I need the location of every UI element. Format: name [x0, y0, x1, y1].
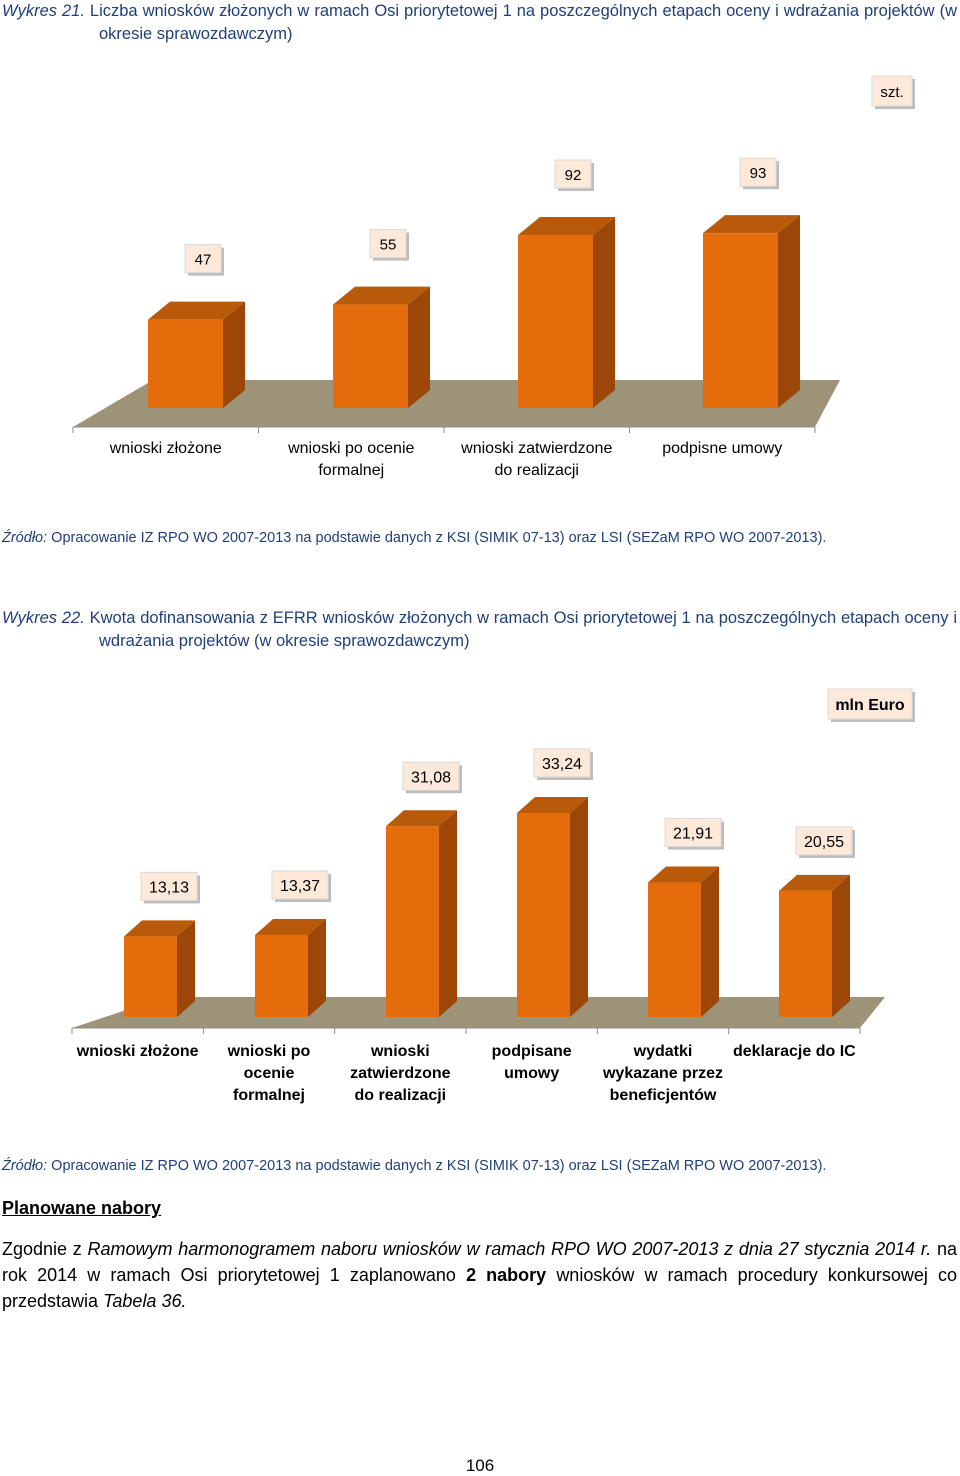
- data-label: 13,13: [149, 879, 189, 896]
- bar: [148, 319, 223, 408]
- category-label: wnioski po: [227, 1043, 311, 1060]
- unit-label-box: [871, 75, 913, 107]
- category-label: podpisne umowy: [662, 440, 782, 457]
- bar-top: [703, 215, 800, 234]
- chart2-caption: Wykres 22. Kwota dofinansowania z EFRR w…: [2, 607, 957, 653]
- section-heading: Planowane nabory: [2, 1198, 162, 1218]
- bar-top: [518, 217, 615, 236]
- category-label: formalnej: [233, 1087, 305, 1104]
- bar-side: [778, 215, 800, 408]
- para-part-2: Ramowym harmonogramem naboru wniosków w …: [87, 1239, 932, 1259]
- data-label: 21,91: [673, 826, 713, 843]
- bar-top: [386, 810, 457, 827]
- bar-top: [779, 874, 850, 891]
- chart2-caption-lead: Wykres 22.: [2, 609, 85, 627]
- chart1-source-text: Opracowanie IZ RPO WO 2007-2013 na podst…: [51, 530, 827, 546]
- category-label: deklaracje do IC: [733, 1043, 856, 1060]
- category-label: do realizacji: [355, 1087, 447, 1104]
- bar-side: [439, 810, 457, 1017]
- data-label: 13,37: [280, 878, 320, 895]
- chart1-source: Źródło: Opracowanie IZ RPO WO 2007-2013 …: [2, 530, 957, 546]
- bar: [703, 233, 778, 408]
- data-label: 47: [195, 252, 212, 269]
- bar-top: [517, 797, 588, 813]
- data-label: 31,08: [411, 769, 451, 786]
- category-label: beneficjentów: [610, 1087, 717, 1104]
- category-label: ocenie: [244, 1065, 295, 1082]
- bar: [779, 890, 832, 1017]
- data-label-box: [533, 748, 591, 778]
- bar-side: [308, 918, 326, 1017]
- unit-label: szt.: [880, 84, 903, 101]
- bar-top: [124, 920, 195, 937]
- data-label-box: [664, 818, 722, 848]
- chart2: 13,13 wnioski złożone 13,37 wnioski po oceni…: [71, 688, 915, 1104]
- category-label: wnioski złożone: [109, 440, 222, 457]
- section-paragraph: Zgodnie z Ramowym harmonogramem naboru w…: [2, 1236, 957, 1314]
- bar-top: [255, 918, 326, 935]
- chart1-caption-text: Liczba wniosków złożonych w ramach Osi p…: [89, 2, 957, 43]
- chart1: 47 wnioski złożone 55 wnioski po ocenie form…: [72, 75, 915, 479]
- bar: [386, 826, 439, 1017]
- category-label: zatwierdzone: [350, 1065, 451, 1082]
- bar: [517, 813, 570, 1017]
- bar-side: [701, 866, 719, 1017]
- unit-label: mln Euro: [835, 697, 905, 714]
- para-part-5: wniosków w ramach procedury konkursowej …: [2, 1265, 957, 1311]
- bar-side: [223, 301, 245, 408]
- data-label-box: [402, 761, 460, 791]
- data-label: 55: [380, 237, 397, 254]
- data-label-box: [554, 159, 592, 189]
- page-number: 106: [465, 1456, 495, 1475]
- data-label: 93: [750, 165, 767, 182]
- data-label-box: [369, 229, 407, 259]
- category-label: umowy: [504, 1065, 559, 1082]
- category-label: wnioski: [370, 1043, 430, 1060]
- category-label: wnioski złożone: [76, 1043, 199, 1060]
- para-part-6: Tabela 36.: [103, 1291, 187, 1311]
- bar: [333, 304, 408, 408]
- bar-top: [648, 866, 719, 883]
- category-label: formalnej: [318, 462, 384, 479]
- data-label: 20,55: [804, 834, 844, 851]
- category-label: wykazane przez: [602, 1065, 723, 1082]
- chart2-source-lead: Źródło:: [2, 1158, 48, 1174]
- bar: [518, 235, 593, 408]
- bar-side: [408, 286, 430, 408]
- data-label-box: [271, 870, 329, 900]
- chart2-source: Źródło: Opracowanie IZ RPO WO 2007-2013 …: [2, 1158, 957, 1174]
- category-label: do realizacji: [495, 462, 579, 479]
- chart2-source-text: Opracowanie IZ RPO WO 2007-2013 na podst…: [51, 1158, 827, 1174]
- chart1-caption: Wykres 21. Liczba wniosków złożonych w r…: [2, 0, 957, 46]
- category-label: wydatki: [633, 1043, 693, 1060]
- chart1-caption-lead: Wykres 21.: [2, 2, 85, 20]
- para-part-3: na rok 2014 w ramach Osi priorytetowej 1…: [2, 1239, 957, 1285]
- bar: [124, 936, 177, 1017]
- bar-top: [333, 286, 430, 305]
- chart-floor: [73, 380, 840, 427]
- bar-top: [148, 301, 245, 320]
- data-label-box: [739, 157, 777, 187]
- chart2-caption-text: Kwota dofinansowania z EFRR wniosków zło…: [89, 609, 957, 650]
- bar-side: [832, 874, 850, 1017]
- bar: [255, 934, 308, 1017]
- para-part-1: Zgodnie z: [2, 1239, 82, 1259]
- bar-side: [593, 217, 615, 408]
- category-label: wnioski zatwierdzone: [460, 440, 612, 457]
- bar-side: [570, 797, 588, 1017]
- data-label-box: [795, 826, 853, 856]
- bar: [648, 882, 701, 1017]
- data-label: 33,24: [542, 756, 582, 773]
- bar-side: [177, 920, 195, 1017]
- para-part-4: 2 nabory: [466, 1265, 547, 1285]
- category-label: podpisane: [492, 1043, 572, 1060]
- data-label-box: [140, 871, 198, 901]
- data-label: 92: [565, 167, 582, 184]
- data-label-box: [184, 244, 222, 274]
- chart1-source-lead: Źródło:: [2, 530, 48, 546]
- category-label: wnioski po ocenie: [287, 440, 414, 457]
- unit-label-box: [827, 688, 913, 720]
